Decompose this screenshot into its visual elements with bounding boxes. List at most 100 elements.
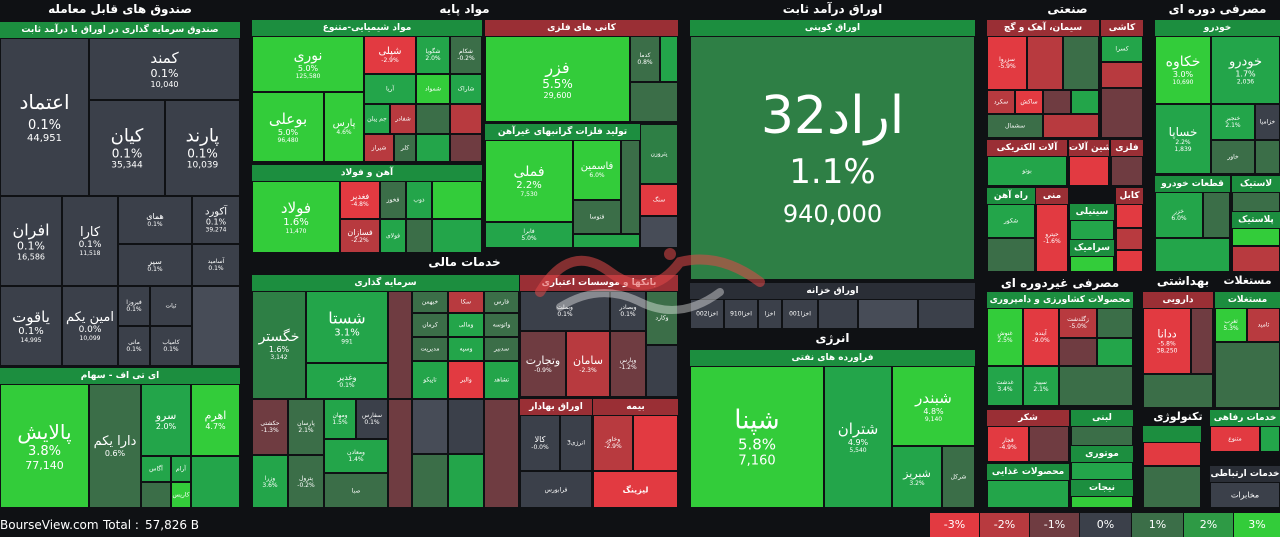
tile-parsan[interactable]: پارسان 2.1%: [288, 399, 324, 455]
tile-sarir[interactable]: ثامید: [1247, 308, 1280, 342]
tile-sakord[interactable]: سکرد: [987, 90, 1015, 114]
tile-shatran[interactable]: شتران 4.9% 5,540: [824, 366, 892, 508]
tile-dur-misc[interactable]: [1232, 246, 1280, 272]
tile-ind-misc1[interactable]: [1116, 228, 1143, 250]
tile-vaghadir[interactable]: وغدیر 0.1%: [306, 363, 388, 399]
tile-sugar-misc[interactable]: [1029, 426, 1069, 462]
tile-hakashti[interactable]: حکشتی -1.3%: [252, 399, 288, 455]
tile-shekoor[interactable]: شکور: [987, 204, 1035, 238]
tile-amin[interactable]: امین یکم 0.0% 10,099: [62, 286, 118, 366]
tile-shasta[interactable]: شستا 3.1% 991: [306, 291, 388, 363]
tile-pharma-misc1[interactable]: [1191, 308, 1213, 374]
tile-vtejarat[interactable]: وتجارت -0.9%: [520, 331, 566, 397]
tile-khodro[interactable]: خودرو 1.7% 2,036: [1211, 36, 1280, 104]
tile-shapli[interactable]: شپلی -2.9%: [364, 36, 416, 74]
tile-firoza[interactable]: فیروزا 0.1%: [118, 286, 150, 326]
tile-dairy[interactable]: [1071, 426, 1133, 446]
tile-vkardn[interactable]: وکارد: [646, 291, 678, 345]
tile-akhza[interactable]: اخزا: [758, 299, 782, 329]
tile-treasury-misc3[interactable]: [918, 299, 975, 329]
tile-pharma-misc2[interactable]: [1143, 374, 1213, 408]
tile-tapiko[interactable]: تاپیکو: [412, 361, 448, 399]
tile-ind-misc2[interactable]: [1116, 250, 1143, 272]
tile-arya[interactable]: آریا: [364, 74, 416, 104]
tile-afran[interactable]: افران 0.1% 16,586: [0, 196, 62, 286]
tile-separ[interactable]: سپر 0.1%: [118, 244, 192, 286]
tile-vmali[interactable]: ومالی: [448, 313, 484, 337]
tile-rail-misc[interactable]: [987, 238, 1035, 272]
tile-ins-misc1[interactable]: [633, 415, 678, 471]
tile-tahshid[interactable]: تشاهد: [484, 361, 519, 399]
tile-sedbir[interactable]: سدبیر: [484, 337, 519, 361]
tile-pars[interactable]: پارس 4.6%: [324, 92, 364, 162]
tile-etemad[interactable]: اعتماد 0.1% 44,951: [0, 38, 89, 196]
tile-metal-frag[interactable]: [1111, 156, 1143, 186]
tile-industry-frag[interactable]: [1071, 496, 1133, 508]
tile-petrol[interactable]: پترول -0.2%: [288, 455, 324, 508]
tile-khekave[interactable]: خکاوه 3.0% 10,690: [1155, 36, 1211, 104]
tile-vbamellat[interactable]: وبملت 0.1%: [520, 291, 610, 331]
tile-cement-misc1[interactable]: [1027, 36, 1063, 90]
tile-kamiab[interactable]: کامیاب 0.1%: [150, 326, 192, 366]
tile-invest-misc5[interactable]: [448, 399, 484, 454]
tile-mani[interactable]: مانی 0.1%: [118, 326, 150, 366]
tile-sfarsi[interactable]: سفارس 0.1%: [356, 399, 388, 439]
tile-vmahan[interactable]: ومهان 1.5%: [324, 399, 356, 439]
tile-kala[interactable]: کالا -0.0%: [520, 415, 560, 471]
tile-sabat[interactable]: ثبات: [150, 286, 192, 326]
tile-tech-misc1[interactable]: [1143, 442, 1201, 466]
tile-saman[interactable]: سامان -2.3%: [566, 331, 610, 397]
tile-invest-misc7[interactable]: [484, 399, 519, 508]
tile-shekam[interactable]: شکام -0.2%: [450, 36, 482, 74]
tile-chem-misc2[interactable]: [450, 104, 482, 134]
tile-invest-misc6[interactable]: [448, 454, 484, 508]
tile-fsaran[interactable]: فسازان -2.2%: [340, 219, 380, 253]
tile-fotosa[interactable]: فتوسا: [573, 200, 621, 234]
tile-minerals[interactable]: [1070, 220, 1114, 240]
tile-vparsian[interactable]: وپارس -1.2%: [610, 331, 646, 397]
tile-khanjir[interactable]: خنجیر 2.1%: [1211, 104, 1255, 140]
tile-vezra[interactable]: وزرا 3.6%: [252, 455, 288, 508]
tile-modir[interactable]: مدیریت: [412, 337, 448, 361]
tile-food[interactable]: [987, 480, 1069, 508]
tile-fkhouz[interactable]: فخوز: [380, 181, 406, 219]
tile-foulad[interactable]: فولاد 1.6% 11,470: [252, 181, 340, 253]
tile-kashi-misc2[interactable]: [1101, 88, 1143, 138]
tile-fabra[interactable]: فابرا 5.0%: [485, 222, 573, 248]
tile-cement-misc5[interactable]: [1043, 114, 1099, 138]
tile-dara[interactable]: دارا یکم 0.6%: [89, 384, 141, 508]
tile-kalr[interactable]: کلر: [394, 134, 416, 162]
tile-sharak[interactable]: شاراک: [450, 74, 482, 104]
tile-ores-misc2[interactable]: [630, 82, 678, 122]
tile-khbahman[interactable]: خبهمن: [412, 291, 448, 313]
tile-agah[interactable]: آگاس: [141, 456, 171, 482]
tile-sarv[interactable]: سرو 2.0%: [141, 384, 191, 456]
tile-shefa[interactable]: شفادر: [390, 104, 416, 134]
tile-enerzhi3[interactable]: انرژی3: [560, 415, 592, 471]
tile-hitro[interactable]: حیترو -1.6%: [1036, 204, 1068, 272]
tile-chem-misc1[interactable]: [416, 104, 450, 134]
tile-treasury-misc1[interactable]: [818, 299, 858, 329]
tile-cement-misc4[interactable]: [1071, 90, 1099, 114]
tile-kamand[interactable]: کمند 0.1% 10,040: [89, 38, 240, 100]
tile-palayesh[interactable]: پالایش 3.8% 77,140: [0, 384, 89, 508]
tile-iron-misc2[interactable]: [406, 219, 432, 253]
tile-akhza001[interactable]: اخزا001: [782, 299, 818, 329]
tile-shargal[interactable]: شرکل: [942, 446, 975, 508]
tile-tires[interactable]: [1232, 192, 1280, 212]
tile-farabourse[interactable]: فرابورس: [520, 471, 592, 508]
tile-akord[interactable]: آکورد 0.1% 39,274: [192, 196, 240, 244]
tile-feghadir[interactable]: فغدیر -4.8%: [340, 181, 380, 219]
tile-sakhash[interactable]: ساکش: [1015, 90, 1043, 114]
tile-shapna[interactable]: شپنا 5.8% 7,160: [690, 366, 824, 508]
tile-khzamia[interactable]: خزامیا: [1255, 104, 1280, 140]
tile-sezarv[interactable]: سزروا -5.9%: [987, 36, 1027, 90]
tile-foulai[interactable]: فولای: [380, 219, 406, 253]
tile-invest-misc3[interactable]: [412, 399, 448, 454]
tile-agri-misc2[interactable]: [1059, 338, 1097, 366]
tile-invest-misc4[interactable]: [412, 454, 448, 508]
tile-ores-misc1[interactable]: [660, 36, 678, 82]
tile-vkhavar[interactable]: وخاور -2.9%: [593, 415, 633, 471]
tile-agri-misc4[interactable]: [1059, 366, 1133, 406]
tile-realestate-misc[interactable]: [1215, 342, 1280, 408]
